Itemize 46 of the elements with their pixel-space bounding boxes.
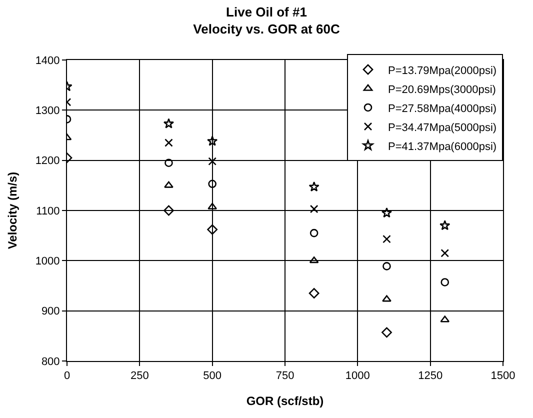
point (382, 234, 391, 244)
chart-title: Live Oil of #1 Velocity vs. GOR at 60C (193, 4, 340, 37)
point (164, 181, 174, 188)
point (308, 288, 320, 298)
legend-label: P=27.58Mpa(4000psi) (388, 102, 497, 115)
y-axis-title: Velocity (m/s) (6, 172, 20, 250)
x-tick-label: 500 (203, 370, 222, 382)
point (381, 207, 392, 218)
y-tick-label: 800 (41, 356, 60, 368)
point (164, 158, 173, 167)
legend-label: P=34.47Mpa(5000psi) (388, 122, 497, 134)
y-tick-label: 900 (41, 306, 60, 318)
point (382, 295, 392, 302)
point (208, 202, 218, 210)
point (440, 248, 450, 258)
point (164, 138, 173, 147)
point (382, 262, 391, 270)
legend-label: P=13.79Mpa(2000psi) (388, 64, 497, 77)
point (207, 224, 218, 235)
legend-label: P=20.69Mps(3000psi) (388, 84, 496, 96)
point (440, 220, 450, 230)
x-tick-label: 1500 (490, 370, 516, 382)
point (440, 278, 450, 286)
point (382, 327, 392, 338)
y-tick-label: 1200 (35, 155, 60, 168)
point (309, 256, 319, 264)
y-tick-label: 1300 (35, 105, 60, 118)
y-tick-label: 1400 (35, 54, 60, 67)
y-tick-label: 1100 (36, 205, 60, 218)
point (208, 180, 216, 188)
point (208, 157, 216, 166)
point (310, 204, 318, 214)
x-tick-label: 1000 (345, 370, 370, 382)
point (308, 181, 320, 192)
x-tick-label: 750 (276, 370, 294, 382)
point (164, 205, 174, 216)
point (310, 228, 318, 238)
y-tick-label: 1000 (35, 256, 60, 268)
x-tick-label: 250 (130, 370, 149, 382)
x-tick-label: 1250 (418, 370, 443, 382)
point (207, 136, 218, 146)
legend-label: P=41.37Mpa(6000psi) (388, 140, 497, 153)
x-tick-label: 0 (64, 370, 70, 382)
x-axis-title: GOR (scf/stb) (246, 394, 324, 408)
point (440, 316, 450, 322)
point (163, 118, 174, 128)
